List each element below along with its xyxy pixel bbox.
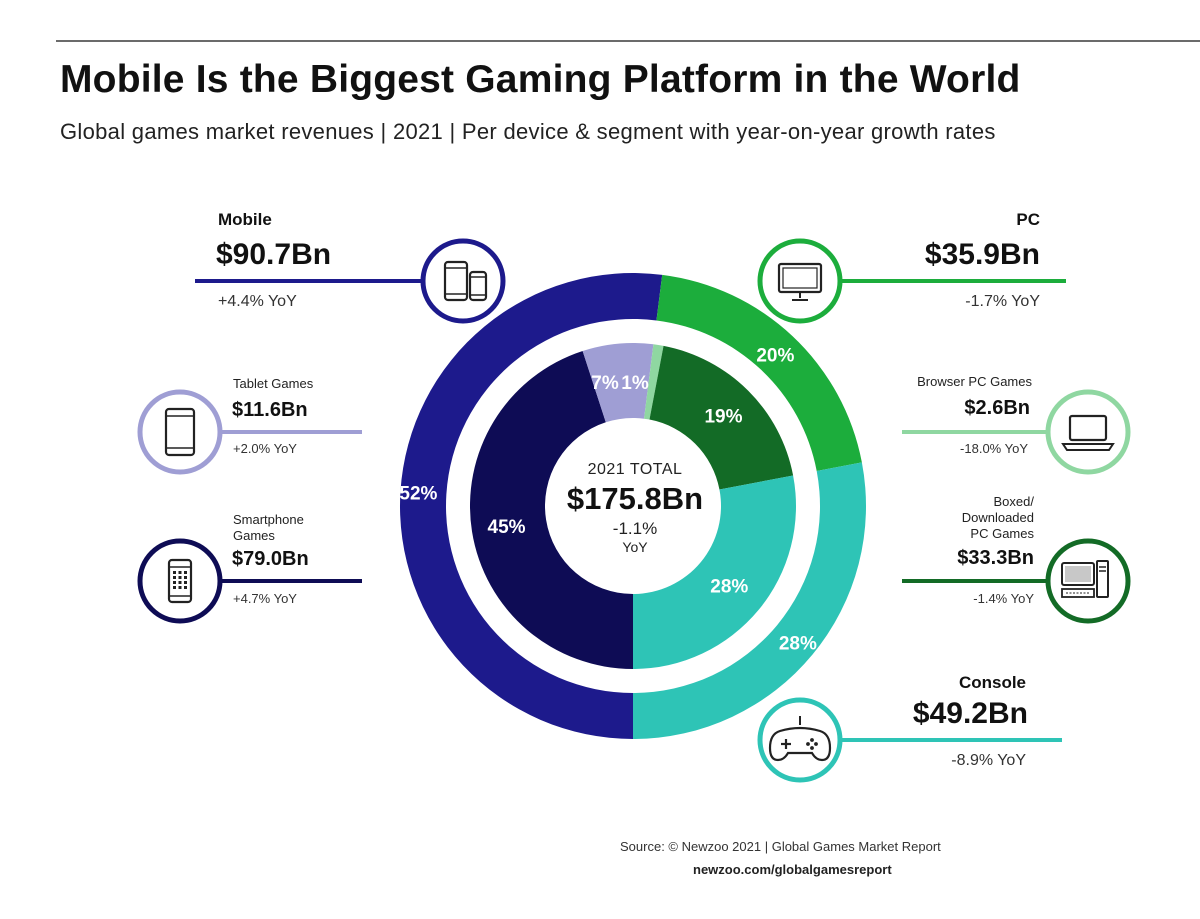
smartphone-name-line1: Smartphone [233, 512, 304, 527]
desktop-computer-icon [1045, 538, 1131, 624]
tablet-name: Tablet Games [233, 376, 314, 391]
segment-labels: 52% 20% 28% 45% 7% 1% 19% 28% [399, 345, 817, 654]
outer-slice-pc [656, 274, 862, 471]
source-url: newzoo.com/globalgamesreport [693, 862, 892, 877]
page-subtitle: Global games market revenues | 2021 | Pe… [60, 119, 996, 144]
outer-ring [399, 273, 866, 739]
mobile-value: $90.7Bn [216, 238, 332, 271]
center-total-yoy-value: -1.1% [612, 519, 658, 538]
inner-slice-boxed [649, 345, 794, 490]
tablet-yoy: +2.0% YoY [233, 441, 297, 456]
mobile-name: Mobile [218, 210, 272, 229]
smartphone-icon [137, 538, 223, 624]
mobile-yoy: +4.4% YoY [218, 293, 297, 310]
outer-label-mobile: 52% [399, 484, 437, 505]
console-yoy: -8.9% YoY [951, 752, 1026, 769]
top-rule [56, 40, 1200, 42]
phones-icon [420, 238, 506, 324]
center-total: 2021 TOTAL $175.8Bn -1.1% YoY [540, 461, 730, 555]
inner-label-boxed: 19% [704, 406, 742, 427]
smartphone-value: $79.0Bn [232, 548, 309, 570]
inner-label-browser: 1% [621, 373, 649, 394]
browser-value: $2.6Bn [964, 397, 1030, 419]
console-name: Console [958, 673, 1026, 692]
outer-label-console: 28% [779, 633, 817, 654]
inner-slice-browser [644, 344, 664, 420]
source-note: Source: © Newzoo 2021 | Global Games Mar… [620, 839, 941, 854]
outer-slice-mobile [399, 273, 663, 739]
outer-slice-console [633, 462, 866, 739]
smartphone-name-line2: Games [233, 528, 275, 543]
gamepad-icon [757, 697, 843, 783]
inner-label-smartphone: 45% [488, 517, 526, 538]
laptop-icon [1045, 389, 1131, 475]
boxed-yoy: -1.4% YoY [973, 591, 1034, 606]
boxed-name-line1: Boxed/ [993, 494, 1034, 509]
browser-name: Browser PC Games [917, 374, 1032, 389]
inner-slice-console [633, 475, 796, 669]
tablet-value: $11.6Bn [232, 399, 308, 421]
boxed-value: $33.3Bn [957, 547, 1034, 569]
browser-yoy: -18.0% YoY [960, 441, 1028, 456]
center-total-yoy-unit: YoY [622, 539, 648, 555]
page-title: Mobile Is the Biggest Gaming Platform in… [60, 58, 1021, 101]
boxed-name-line3: PC Games [970, 526, 1034, 541]
inner-slice-smartphone [470, 350, 633, 669]
inner-slice-tablet [582, 343, 654, 423]
center-total-value: $175.8Bn [566, 481, 704, 516]
outer-label-pc: 20% [756, 345, 794, 366]
tablet-icon [137, 389, 223, 475]
inner-label-console: 28% [710, 577, 748, 598]
pc-yoy: -1.7% YoY [965, 293, 1040, 310]
pc-value: $35.9Bn [924, 238, 1040, 271]
smartphone-yoy: +4.7% YoY [233, 591, 297, 606]
pc-name: PC [1016, 210, 1040, 229]
center-total-title: 2021 TOTAL [587, 461, 683, 478]
boxed-name-line2: Downloaded [961, 510, 1034, 525]
inner-ring [470, 343, 796, 669]
console-value: $49.2Bn [912, 697, 1028, 730]
inner-label-tablet: 7% [591, 373, 619, 394]
monitor-icon [757, 238, 843, 324]
